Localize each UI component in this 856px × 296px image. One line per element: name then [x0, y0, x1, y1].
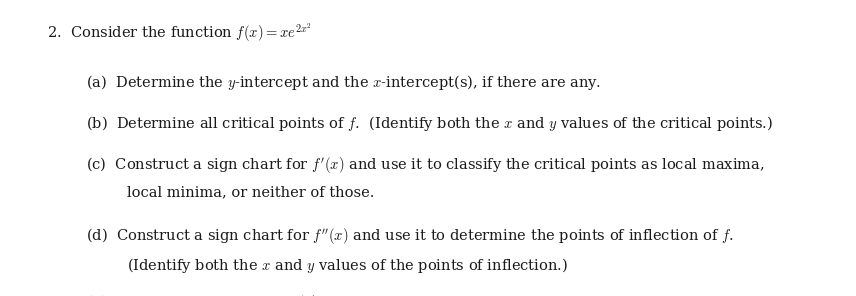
Text: (e)  Sketch the graph of $y = f(x)$.: (e) Sketch the graph of $y = f(x)$.: [86, 293, 322, 296]
Text: 2.  Consider the function $f(x) = xe^{2x^2}$: 2. Consider the function $f(x) = xe^{2x^…: [47, 21, 312, 44]
Text: (a)  Determine the $y$-intercept and the $x$-intercept(s), if there are any.: (a) Determine the $y$-intercept and the …: [86, 73, 601, 91]
Text: (Identify both the $x$ and $y$ values of the points of inflection.): (Identify both the $x$ and $y$ values of…: [127, 256, 568, 275]
Text: (c)  Construct a sign chart for $f'(x)$ and use it to classify the critical poin: (c) Construct a sign chart for $f'(x)$ a…: [86, 155, 764, 176]
Text: local minima, or neither of those.: local minima, or neither of those.: [127, 185, 374, 199]
Text: (d)  Construct a sign chart for $f''(x)$ and use it to determine the points of i: (d) Construct a sign chart for $f''(x)$ …: [86, 226, 734, 247]
Text: (b)  Determine all critical points of $f$.  (Identify both the $x$ and $y$ value: (b) Determine all critical points of $f$…: [86, 114, 773, 133]
